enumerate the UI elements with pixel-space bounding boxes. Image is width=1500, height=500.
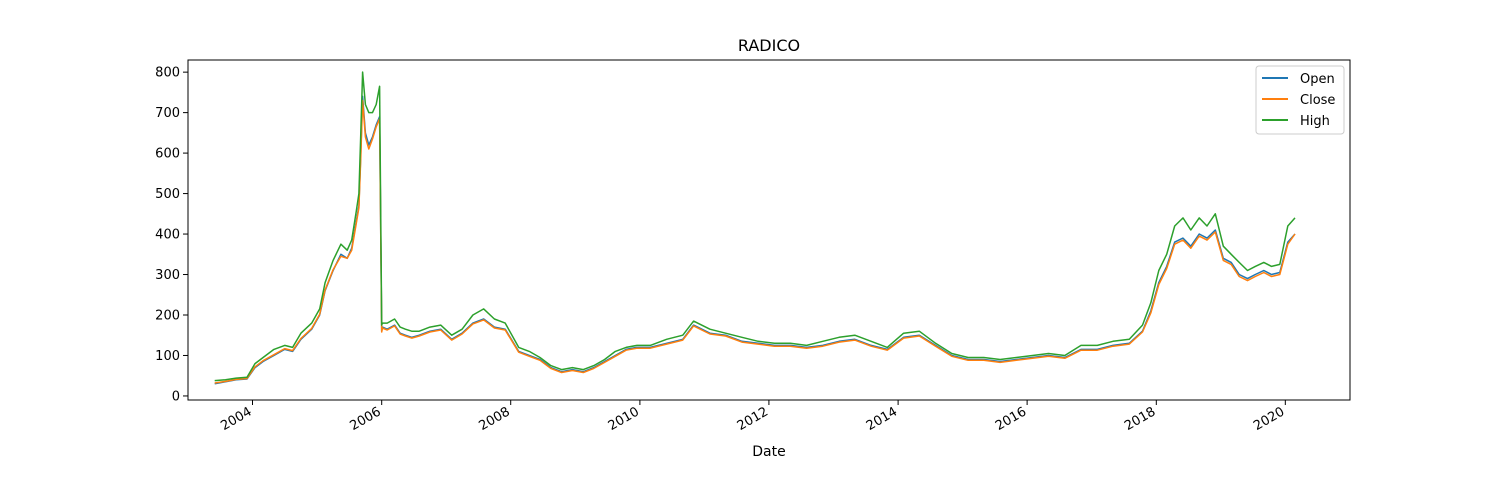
x-tick-label: 2014 [864,404,900,434]
x-tick-label: 2016 [993,404,1029,434]
x-tick-label: 2018 [1122,404,1158,434]
x-tick-label: 2012 [735,404,771,434]
x-axis: 2004 2006 2008 2010 2012 2014 2016 2018 2020 [218,400,1287,434]
y-tick-label: 700 [155,106,180,121]
x-tick-label: 2010 [606,404,642,434]
x-tick-label: 2008 [477,404,513,434]
x-tick-label: 2004 [218,404,254,434]
x-tick-label: 2020 [1251,404,1287,434]
series-line-high [214,71,1296,382]
y-tick-label: 100 [155,349,180,364]
x-axis-label: Date [752,444,785,460]
legend-label-close: Close [1300,93,1335,108]
y-tick-label: 600 [155,147,180,162]
series-line-close [214,99,1296,384]
y-axis: 0 100 200 300 400 500 600 700 800 [155,66,188,404]
chart-title: RADICO [738,36,800,55]
legend-label-high: High [1300,114,1330,129]
x-tick-label: 2006 [348,404,384,434]
legend: Open Close High [1255,65,1345,135]
y-tick-label: 300 [155,268,180,283]
y-tick-label: 0 [172,389,180,404]
series-layer [214,71,1296,385]
y-tick-label: 800 [155,66,180,81]
y-tick-label: 200 [155,309,180,324]
y-tick-label: 500 [155,187,180,202]
legend-box [1255,65,1345,135]
y-tick-label: 400 [155,228,180,243]
legend-label-open: Open [1300,72,1335,87]
